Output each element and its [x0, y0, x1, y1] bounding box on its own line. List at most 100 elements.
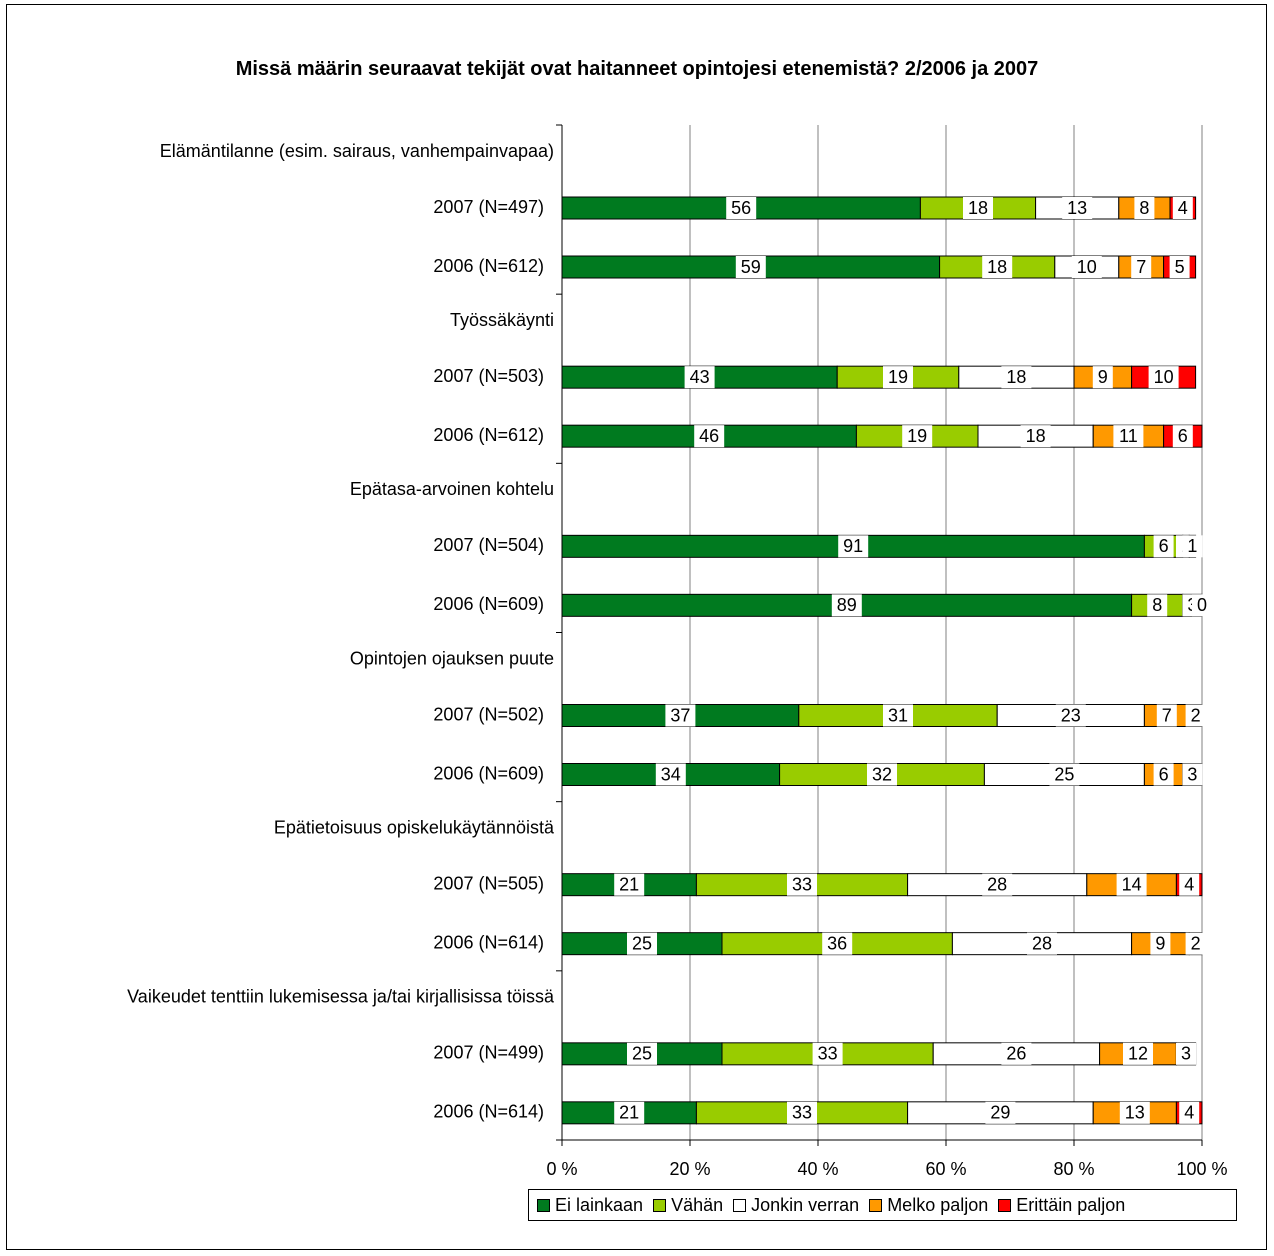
legend-label: Ei lainkaan: [555, 1194, 644, 1215]
data-label-background: [838, 535, 869, 558]
data-label: 14: [1122, 874, 1142, 894]
row-label: 2006 (N=609): [433, 763, 544, 783]
x-tick-label: 80 %: [1053, 1159, 1094, 1179]
data-label: 10: [1154, 367, 1174, 387]
data-label-background: [831, 594, 862, 617]
row-label: 2007 (N=504): [433, 535, 544, 555]
data-label-background: [1182, 763, 1203, 786]
legend-item: Vähän: [653, 1195, 723, 1216]
data-label: 2: [1191, 705, 1201, 725]
legend-swatch: [653, 1198, 667, 1212]
x-tick-label: 60 %: [925, 1159, 966, 1179]
row-label: 2007 (N=503): [433, 366, 544, 386]
data-label: 18: [987, 257, 1007, 277]
group-label: Opintojen ojauksen puute: [350, 648, 554, 668]
legend-swatch: [733, 1198, 747, 1212]
data-label: 29: [990, 1103, 1010, 1123]
data-label-background: [1119, 1101, 1150, 1124]
legend-item: Ei lainkaan: [537, 1195, 643, 1216]
data-label: 36: [827, 933, 847, 953]
data-label: 6: [1159, 536, 1169, 556]
data-label: 28: [1032, 933, 1052, 953]
x-tick-label: 0 %: [546, 1159, 577, 1179]
data-label-background: [1134, 197, 1155, 219]
data-label-background: [1062, 197, 1093, 219]
data-label: 7: [1162, 705, 1172, 725]
data-label-background: [1148, 366, 1179, 389]
data-label: 89: [837, 595, 857, 615]
legend-item: Jonkin verran: [733, 1195, 859, 1216]
data-label-background: [1092, 366, 1113, 389]
row-label: 2006 (N=612): [433, 425, 544, 445]
data-label: 32: [872, 764, 892, 784]
group-label: Vaikeudet tenttiin lukemisessa ja/tai ki…: [127, 987, 555, 1007]
data-label: 25: [632, 1044, 652, 1064]
data-label: 4: [1184, 1103, 1194, 1123]
data-label-background: [902, 425, 933, 448]
row-label: 2006 (N=612): [433, 256, 544, 276]
data-label: 33: [792, 1103, 812, 1123]
data-label-background: [1147, 594, 1168, 617]
data-label: 6: [1178, 426, 1188, 446]
group-label: Työssäkäynti: [450, 310, 554, 330]
data-label-background: [867, 763, 897, 786]
data-label: 3: [1181, 1044, 1191, 1064]
data-label-background: [1001, 366, 1032, 389]
data-label: 8: [1139, 198, 1149, 218]
data-label: 23: [1061, 705, 1081, 725]
data-label-background: [1113, 425, 1144, 448]
data-label: 9: [1098, 367, 1108, 387]
data-label-background: [627, 932, 657, 955]
data-label-background: [883, 366, 913, 389]
data-label-background: [655, 763, 686, 786]
data-label-background: [614, 1101, 645, 1124]
data-label: 59: [741, 257, 761, 277]
data-label-background: [1071, 256, 1102, 278]
legend-item: Erittäin paljon: [998, 1195, 1125, 1216]
legend-swatch: [998, 1198, 1012, 1212]
data-label-background: [1001, 1042, 1032, 1065]
data-label-background: [1176, 1042, 1196, 1065]
data-label: 56: [731, 198, 751, 218]
legend-label: Melko paljon: [887, 1194, 989, 1215]
data-label-background: [963, 197, 993, 219]
legend-swatch: [537, 1198, 550, 1212]
data-label: 25: [632, 933, 652, 953]
data-label: 4: [1178, 198, 1188, 218]
data-label-background: [1185, 704, 1206, 727]
data-label-background: [1131, 256, 1152, 278]
data-label-background: [883, 704, 913, 727]
data-label-background: [1020, 425, 1051, 448]
legend-label: Jonkin verran: [751, 1194, 860, 1215]
data-label-background: [1156, 704, 1177, 727]
data-label-background: [982, 873, 1013, 896]
data-label-background: [1192, 594, 1212, 617]
data-label: 2: [1191, 933, 1201, 953]
data-label-background: [684, 366, 715, 389]
data-label-background: [982, 256, 1013, 278]
data-label: 26: [1006, 1044, 1026, 1064]
data-label: 3: [1187, 764, 1197, 784]
x-tick-label: 40 %: [797, 1159, 838, 1179]
data-label-background: [1116, 873, 1147, 896]
data-label-background: [1123, 1042, 1153, 1065]
data-label-background: [1027, 932, 1057, 955]
legend-label: Vähän: [671, 1194, 724, 1215]
data-label: 18: [1006, 367, 1026, 387]
x-tick-label: 100 %: [1176, 1159, 1227, 1179]
data-label-background: [1179, 1101, 1200, 1124]
data-label: 6: [1159, 764, 1169, 784]
data-label-background: [1169, 256, 1190, 278]
data-label-background: [735, 256, 766, 278]
data-label: 13: [1067, 198, 1087, 218]
group-label: Epätasa-arvoinen kohtelu: [350, 479, 554, 499]
data-label-background: [787, 873, 817, 896]
row-label: 2007 (N=497): [433, 197, 544, 217]
chart-frame: [6, 4, 1267, 1250]
data-label-background: [822, 932, 853, 955]
data-label: 91: [843, 536, 863, 556]
data-label: 19: [907, 426, 927, 446]
data-label-background: [1172, 197, 1193, 219]
chart-legend: Ei lainkaan Vähän Jonkin verran Melko paljo…: [528, 1189, 1237, 1221]
